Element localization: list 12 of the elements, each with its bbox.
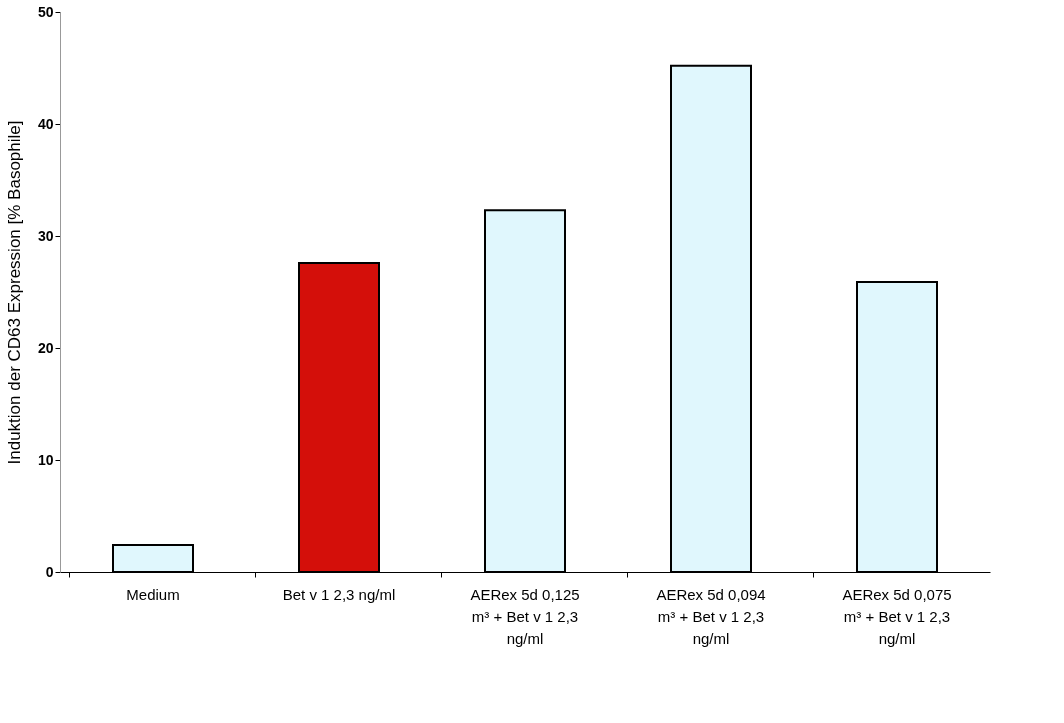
y-tick-label: 50 bbox=[37, 3, 54, 20]
x-tick-label: AERex 5d 0,075 m³ + Bet v 1 2,3 ng/ml bbox=[842, 585, 952, 647]
y-tick-label: 10 bbox=[37, 451, 54, 468]
x-tick-label: Bet v 1 2,3 ng/ml bbox=[282, 585, 396, 603]
x-tick-label: AERex 5d 0,094 m³ + Bet v 1 2,3 ng/ml bbox=[656, 585, 766, 647]
y-axis-title: Induktion der CD63 Expression [% Basophile] bbox=[4, 120, 24, 465]
y-tick-label: 40 bbox=[37, 115, 54, 132]
x-tick-label: Medium bbox=[126, 585, 180, 603]
y-tick-label: 20 bbox=[37, 339, 54, 356]
y-tick-label: 0 bbox=[45, 563, 54, 580]
y-tick-label: 30 bbox=[37, 227, 54, 244]
x-tick-label: AERex 5d 0,125 m³ + Bet v 1 2,3 ng/ml bbox=[470, 585, 580, 647]
